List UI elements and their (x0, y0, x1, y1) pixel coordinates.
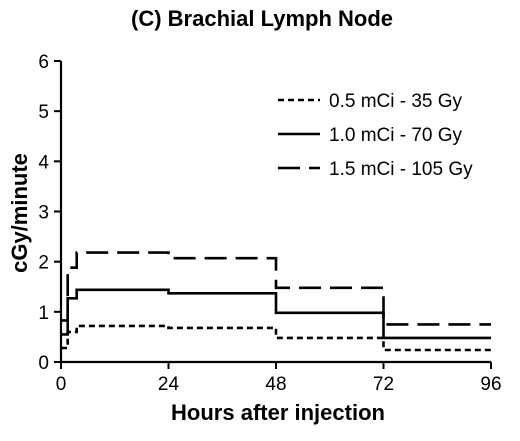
chart-title: (C) Brachial Lymph Node (131, 6, 393, 31)
x-tick-label: 72 (373, 374, 394, 395)
y-ticks: 0 1 2 3 4 5 6 (38, 52, 61, 374)
y-tick-label: 1 (38, 303, 49, 324)
y-tick-label: 4 (38, 152, 49, 173)
y-tick-label: 5 (38, 102, 49, 123)
y-tick-label: 2 (38, 253, 49, 274)
x-tick-label: 24 (158, 374, 180, 395)
y-tick-label: 3 (38, 203, 49, 224)
legend-label-2: 1.0 mCi - 70 Gy (329, 125, 463, 146)
series-layer (61, 251, 491, 352)
legend-label-3: 1.5 mCi - 105 Gy (329, 159, 473, 180)
x-axis-label: Hours after injection (171, 400, 385, 425)
series-line-3 (61, 251, 491, 326)
y-tick-label: 0 (38, 353, 49, 374)
x-ticks: 0 24 48 72 96 (56, 362, 502, 395)
legend-label-1: 0.5 mCi - 35 Gy (329, 91, 463, 112)
x-tick-label: 0 (56, 374, 67, 395)
legend: 0.5 mCi - 35 Gy 1.0 mCi - 70 Gy 1.5 mCi - … (278, 91, 473, 180)
y-axis-label: cGy/minute (7, 153, 32, 273)
x-tick-label: 96 (480, 374, 501, 395)
x-tick-label: 48 (265, 374, 286, 395)
y-tick-label: 6 (38, 52, 49, 73)
